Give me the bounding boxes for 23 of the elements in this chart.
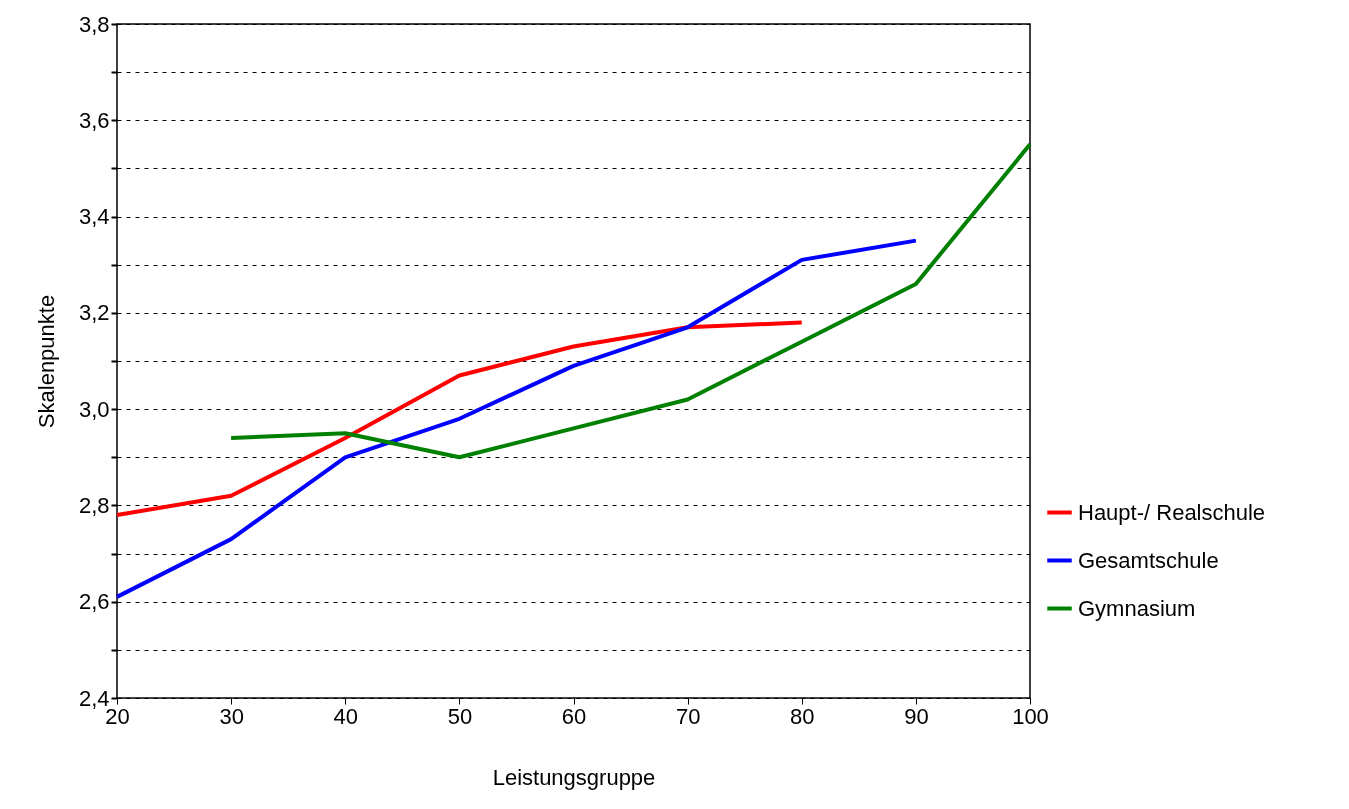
line-series: [115, 320, 804, 518]
x-tick-label: 50: [447, 703, 473, 729]
y-tick-label: 2,6: [78, 589, 110, 615]
y-tick-label: 3,2: [78, 300, 110, 326]
legend-label: Gesamtschule: [1078, 547, 1219, 573]
y-tick-label: 3,6: [78, 107, 110, 133]
legend-label: Haupt-/ Realschule: [1078, 499, 1266, 525]
y-tick-label: 2,8: [78, 492, 110, 518]
x-tick-label: 30: [219, 703, 244, 729]
x-tick-label: 70: [675, 703, 701, 729]
y-tick-label: 3,0: [78, 396, 110, 422]
line-series: [229, 142, 1032, 460]
x-tick-label: 60: [561, 703, 587, 729]
x-tick-label: 90: [904, 703, 929, 729]
legend-label: Gymnasium: [1078, 595, 1196, 621]
x-axis-title: Leistungsgruppe: [492, 764, 656, 790]
x-tick-label: 40: [333, 703, 358, 729]
y-tick-label: 3,4: [78, 204, 110, 230]
x-tick-label: 80: [790, 703, 815, 729]
y-axis-title: Skalenpunkte: [33, 294, 59, 429]
line-series: [115, 238, 918, 599]
x-tick-label: 100: [1012, 703, 1049, 729]
y-tick-label: 3,8: [78, 11, 110, 37]
